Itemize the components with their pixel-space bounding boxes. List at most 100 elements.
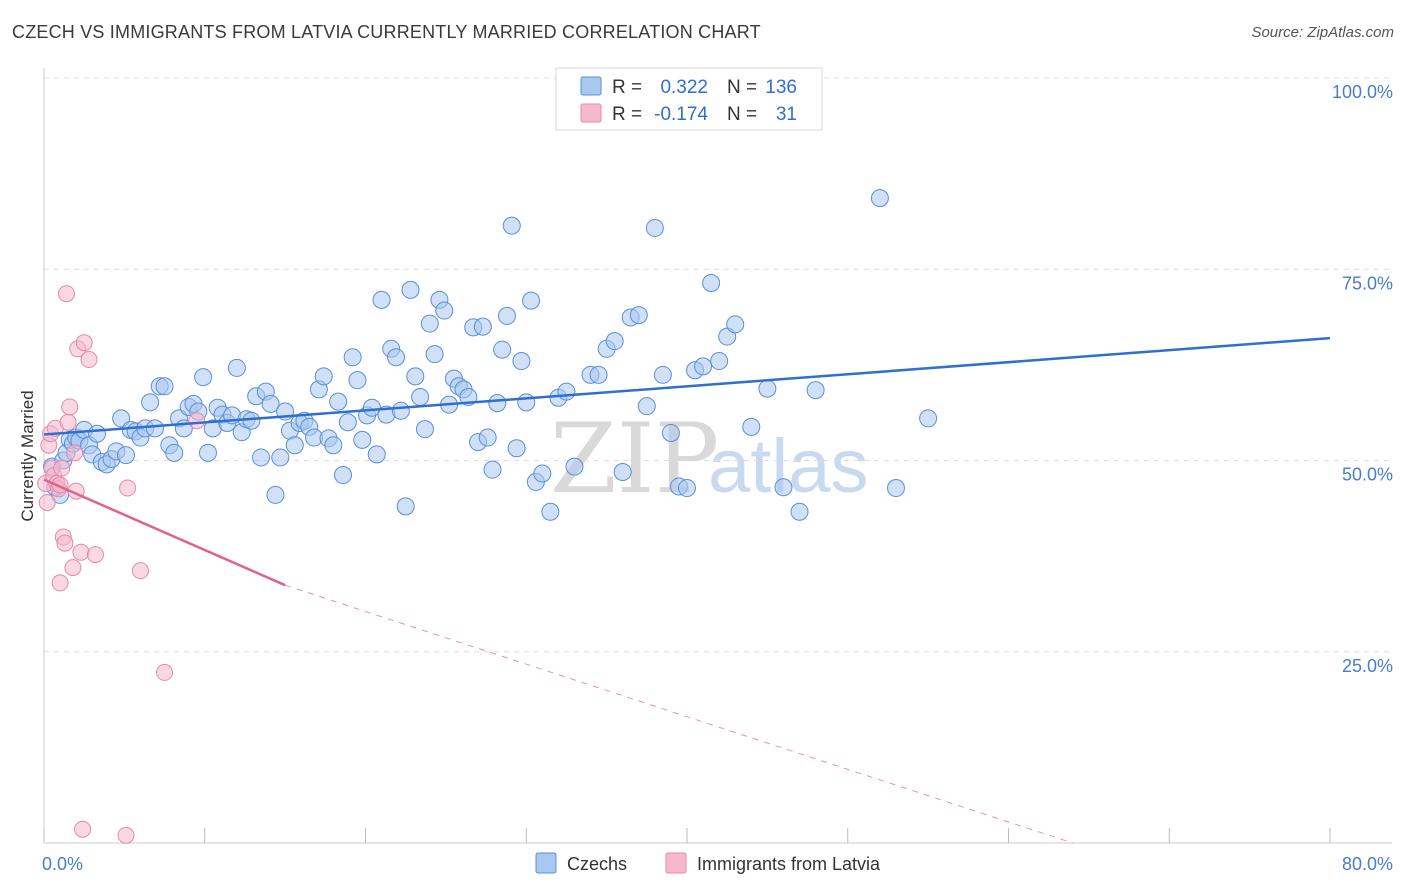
- czech-point: [517, 393, 536, 412]
- czech-point: [112, 409, 131, 428]
- czech-point: [533, 464, 552, 483]
- latvia-point: [75, 334, 93, 352]
- czech-point: [613, 462, 632, 481]
- legend-n-value-1: 136: [765, 77, 797, 98]
- legend-n-label-2: N =: [727, 104, 757, 125]
- czech-point: [333, 466, 352, 485]
- czech-point: [411, 388, 430, 407]
- latvia-point: [59, 413, 77, 431]
- czech-point: [227, 358, 246, 377]
- latvia-point: [72, 543, 90, 561]
- czech-point: [512, 352, 531, 371]
- trend-lines: [43, 336, 1331, 844]
- czech-point: [343, 348, 362, 367]
- legend-r-value-1: 0.322: [660, 77, 708, 98]
- czech-point: [406, 367, 425, 386]
- y-tick-label: 25.0%: [1342, 656, 1393, 676]
- latvia-point: [117, 826, 135, 844]
- czech-point: [314, 367, 333, 386]
- czech-point: [88, 424, 107, 443]
- czech-point: [116, 446, 135, 465]
- czech-point: [155, 377, 174, 396]
- latvia-point: [53, 459, 71, 477]
- czech-point: [726, 315, 745, 334]
- czech-point: [493, 340, 512, 359]
- legend-top: R = 0.322 N = 136 R = -0.174 N = 31: [555, 67, 823, 131]
- czech-point: [367, 445, 386, 464]
- czech-point: [415, 420, 434, 439]
- latvia-point: [66, 444, 84, 462]
- legend-n-value-2: 31: [776, 104, 797, 125]
- series-latvia: [37, 285, 206, 844]
- czech-point: [710, 352, 729, 371]
- czech-point: [348, 371, 367, 390]
- bottom-legend-swatch-latvia: [665, 852, 687, 874]
- czech-point: [774, 478, 793, 497]
- czech-point: [141, 393, 160, 412]
- czech-point: [362, 398, 381, 417]
- czech-point: [145, 419, 164, 438]
- legend-r-label-1: R =: [612, 77, 642, 98]
- czech-point: [261, 394, 280, 413]
- czech-point: [886, 479, 905, 498]
- czech-point: [919, 409, 938, 428]
- czech-point: [653, 365, 672, 384]
- czech-point: [194, 368, 213, 387]
- latvia-point: [51, 574, 69, 592]
- czech-point: [742, 417, 761, 436]
- czech-point: [870, 189, 889, 208]
- latvia-point: [64, 559, 82, 577]
- czech-point: [694, 357, 713, 376]
- latvia-point: [86, 546, 104, 564]
- y-tick-label: 100.0%: [1332, 82, 1393, 102]
- latvia-point: [58, 285, 76, 303]
- czech-point: [271, 448, 290, 467]
- bottom-legend-latvia: Immigrants from Latvia: [697, 854, 881, 874]
- czech-point: [645, 218, 664, 237]
- czech-point: [425, 345, 444, 364]
- czech-point: [483, 460, 502, 479]
- czech-point: [541, 502, 560, 521]
- czech-point: [806, 381, 825, 400]
- legend-r-value-2: -0.174: [654, 104, 708, 125]
- czech-point: [338, 413, 357, 432]
- bottom-legend-swatch-czechs: [535, 852, 557, 874]
- x-tick-label-max: 80.0%: [1342, 854, 1393, 874]
- x-tick-label-min: 0.0%: [42, 854, 83, 874]
- czech-point: [507, 439, 526, 458]
- watermark-atlas: atlas: [708, 424, 869, 509]
- latvia-point: [188, 412, 206, 430]
- czech-point: [473, 317, 492, 336]
- czech-point: [790, 502, 809, 521]
- bottom-legend-czechs: Czechs: [567, 854, 627, 874]
- legend-swatch-pink: [580, 103, 602, 123]
- czech-point: [702, 274, 721, 293]
- latvia-point: [74, 820, 92, 838]
- czech-point: [522, 291, 541, 310]
- latvia-point: [80, 351, 98, 369]
- czech-point: [401, 280, 420, 299]
- czech-point: [387, 348, 406, 367]
- czech-point: [198, 443, 217, 462]
- czech-point: [605, 332, 624, 351]
- czech-point: [372, 290, 391, 309]
- latvia-point: [119, 479, 137, 497]
- czech-point: [502, 216, 521, 235]
- source-credit: Source: ZipAtlas.com: [1251, 24, 1394, 41]
- czech-point: [488, 394, 507, 413]
- czech-point: [324, 436, 343, 455]
- legend-swatch-blue: [580, 76, 602, 96]
- latvia-point: [131, 562, 149, 580]
- czech-point: [557, 382, 576, 401]
- czech-point: [637, 397, 656, 416]
- czech-point: [758, 379, 777, 398]
- czech-point: [329, 392, 348, 411]
- czech-point: [589, 365, 608, 384]
- x-tick-marks: [43, 828, 1331, 843]
- legend-n-label-1: N =: [727, 77, 757, 98]
- latvia-trend-line: [43, 478, 286, 587]
- latvia-point: [56, 534, 74, 552]
- czech-point: [565, 457, 584, 476]
- czech-point: [165, 443, 184, 462]
